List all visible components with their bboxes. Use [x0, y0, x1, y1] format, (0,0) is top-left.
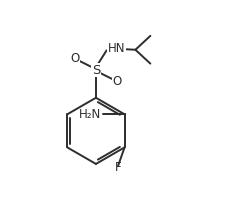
- Text: O: O: [112, 75, 121, 88]
- Text: F: F: [114, 161, 121, 174]
- Text: S: S: [91, 64, 100, 76]
- Text: O: O: [70, 52, 79, 65]
- Text: HN: HN: [107, 42, 125, 55]
- Text: H₂N: H₂N: [79, 108, 101, 121]
